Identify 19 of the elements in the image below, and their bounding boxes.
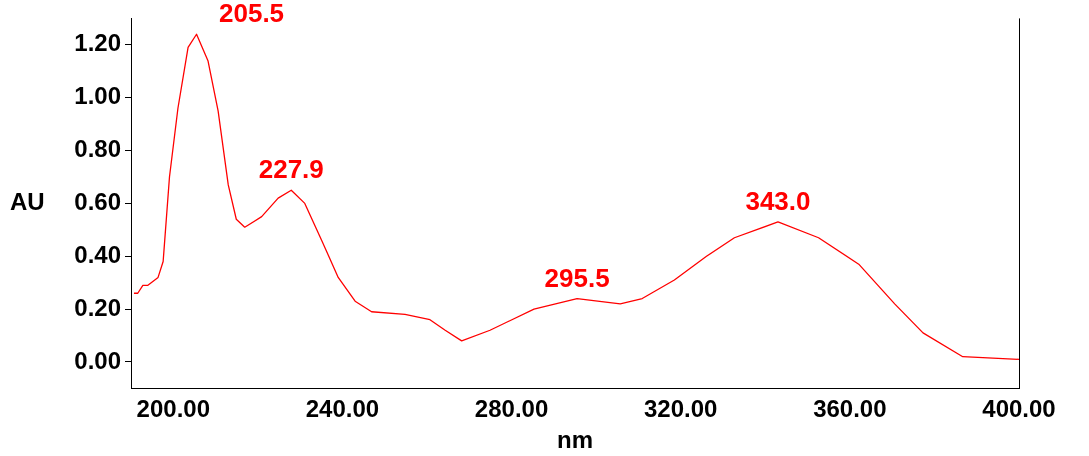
x-tick-label: 240.00	[305, 395, 380, 423]
y-tick-label: 0.80	[74, 135, 121, 163]
x-tick-label: 360.00	[813, 395, 887, 423]
annotation: 227.9	[258, 154, 324, 185]
x-tick-label: 400.00	[982, 395, 1056, 423]
y-tick-label: 0.60	[74, 188, 121, 216]
annotation: 343.0	[745, 186, 811, 217]
y-tick-label: 0.00	[74, 346, 121, 374]
y-axis-title: AU	[10, 188, 45, 216]
y-tick-label: 0.40	[74, 240, 121, 268]
x-tick-label: 320.00	[644, 395, 718, 423]
x-tick-label: 280.00	[474, 395, 549, 423]
y-tick-label: 0.20	[74, 293, 121, 321]
x-axis-title: nm	[557, 426, 593, 454]
annotation: 205.5	[219, 0, 285, 29]
y-tick-label: 1.00	[74, 82, 121, 110]
annotation: 295.5	[544, 262, 610, 293]
y-tick-label: 1.20	[74, 29, 121, 57]
x-tick-label: 200.00	[136, 395, 210, 423]
